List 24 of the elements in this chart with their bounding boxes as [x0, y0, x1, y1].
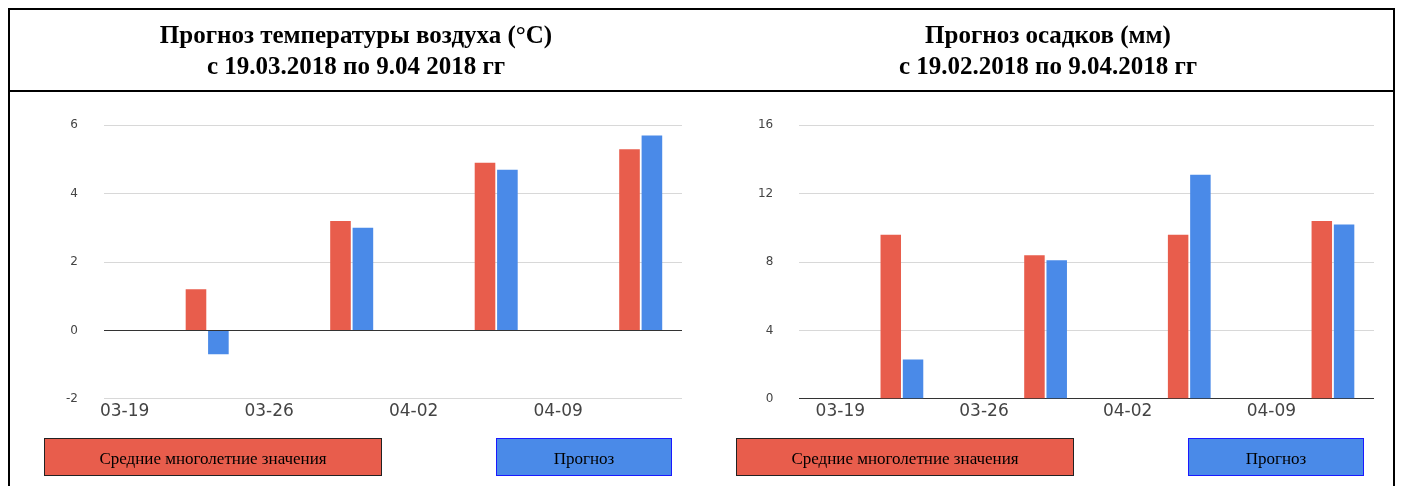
x-tick-label: 03-26 [959, 400, 1009, 421]
y-tick-label: 4 [70, 185, 78, 200]
x-tick-label: 04-02 [1102, 400, 1153, 421]
text: Средние многолетние значения [736, 438, 1074, 476]
y-tick-label: 16 [757, 117, 774, 132]
text: Прогноз [496, 438, 672, 476]
y-tick-label: 4 [765, 322, 774, 337]
chart-title: Прогноз осадков (мм) с 19.02.2018 по 9.04.2018 гг [702, 10, 1394, 92]
x-tick-label: 04-09 [1246, 400, 1297, 421]
y-tick-label: 0 [70, 322, 78, 337]
chart-title: Прогноз температуры воздуха (°C) с 19.03.2018 по 9.04 2018 гг [10, 10, 702, 92]
y-tick-label: 6 [70, 117, 78, 132]
text: Средние многолетние значения [44, 438, 382, 476]
x-tick-label: 04-02 [388, 400, 439, 421]
y-tick-label: 12 [757, 185, 774, 200]
x-tick-label: 03-19 [99, 400, 150, 421]
x-tick-label: 03-26 [244, 400, 294, 421]
text: Прогноз [1188, 438, 1364, 476]
y-tick-label: -2 [66, 390, 78, 405]
x-tick-label: 03-19 [815, 400, 866, 421]
x-tick-label: 04-09 [533, 400, 583, 421]
y-tick-label: 2 [70, 254, 78, 269]
y-tick-label: 8 [765, 254, 774, 269]
y-tick-label: 0 [765, 390, 774, 405]
